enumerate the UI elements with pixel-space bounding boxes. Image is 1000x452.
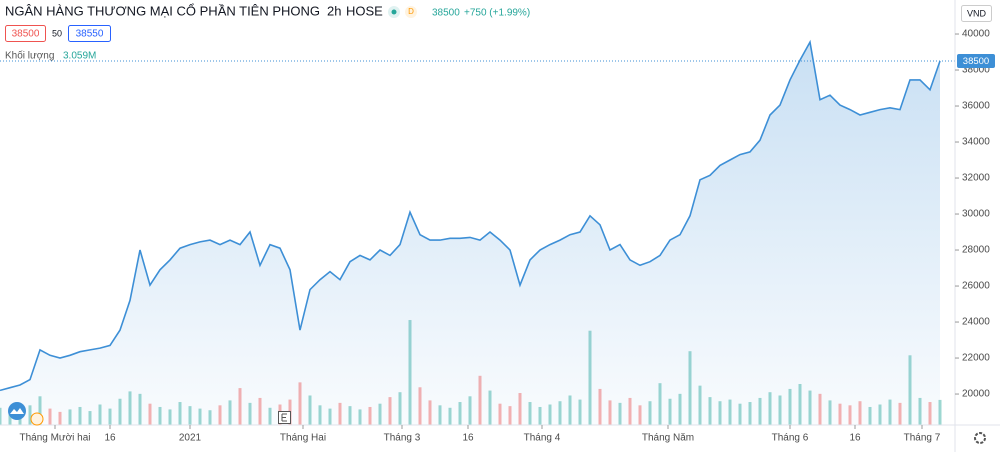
logo[interactable] [8, 402, 26, 420]
last-price-tag [957, 54, 995, 69]
currency: VND [967, 8, 987, 18]
y-tick-label: 32000 [962, 173, 990, 184]
status-dot-inner [391, 9, 397, 15]
bid-price: 38500 [12, 29, 40, 40]
plot-area [0, 39, 955, 425]
x-tick-label: Tháng Hai [280, 433, 326, 444]
price-line [0, 39, 941, 392]
y-tick-label: 40000 [962, 29, 990, 40]
last-price: 38500 [432, 8, 460, 19]
interval[interactable]: 2h [327, 3, 341, 18]
badge [405, 6, 417, 18]
last-price-tag-label: 38500 [963, 56, 989, 67]
x-tick-label: Tháng Năm [642, 433, 694, 444]
ask-price: 38550 [76, 29, 104, 40]
logo-mark [10, 408, 24, 414]
y-tick-label: 24000 [962, 317, 990, 328]
event-icon[interactable] [30, 412, 44, 426]
x-tick-label: 16 [104, 433, 116, 444]
earnings-glyph [281, 413, 287, 422]
price-change: +750 (+1.99%) [464, 8, 530, 19]
currency-button[interactable] [961, 5, 992, 22]
bid-box[interactable] [5, 25, 46, 42]
volume-label: Khối lượng [5, 50, 54, 62]
x-tick-label: Tháng Mười hai [19, 433, 90, 444]
exchange: HOSE [346, 3, 383, 18]
x-tick-label: Tháng 3 [384, 433, 421, 444]
x-tick-label: Tháng 7 [904, 433, 941, 444]
badge-text: D [408, 7, 414, 16]
symbol-title: NGÂN HÀNG THƯƠNG MẠI CỔ PHẦN TIÊN PHONG [5, 3, 320, 18]
ask-box[interactable] [68, 25, 111, 42]
x-tick-label: 16 [462, 433, 474, 444]
volume-value: 3.059M [63, 51, 96, 62]
y-tick-label: 36000 [962, 101, 990, 112]
x-tick-label: Tháng 6 [772, 433, 809, 444]
settings-icon[interactable] [974, 432, 986, 444]
y-tick-label: 26000 [962, 281, 990, 292]
area-fill [0, 42, 940, 425]
y-tick-label: 34000 [962, 137, 990, 148]
y-tick-label: 22000 [962, 353, 990, 364]
y-tick-label: 28000 [962, 245, 990, 256]
x-tick-label: 2021 [179, 433, 202, 444]
y-tick-label: 38000 [962, 65, 990, 76]
y-tick-label: 20000 [962, 389, 990, 400]
x-tick-label: 16 [849, 433, 861, 444]
y-tick-label: 30000 [962, 209, 990, 220]
x-tick-label: Tháng 4 [524, 433, 561, 444]
spread: 50 [52, 28, 62, 38]
